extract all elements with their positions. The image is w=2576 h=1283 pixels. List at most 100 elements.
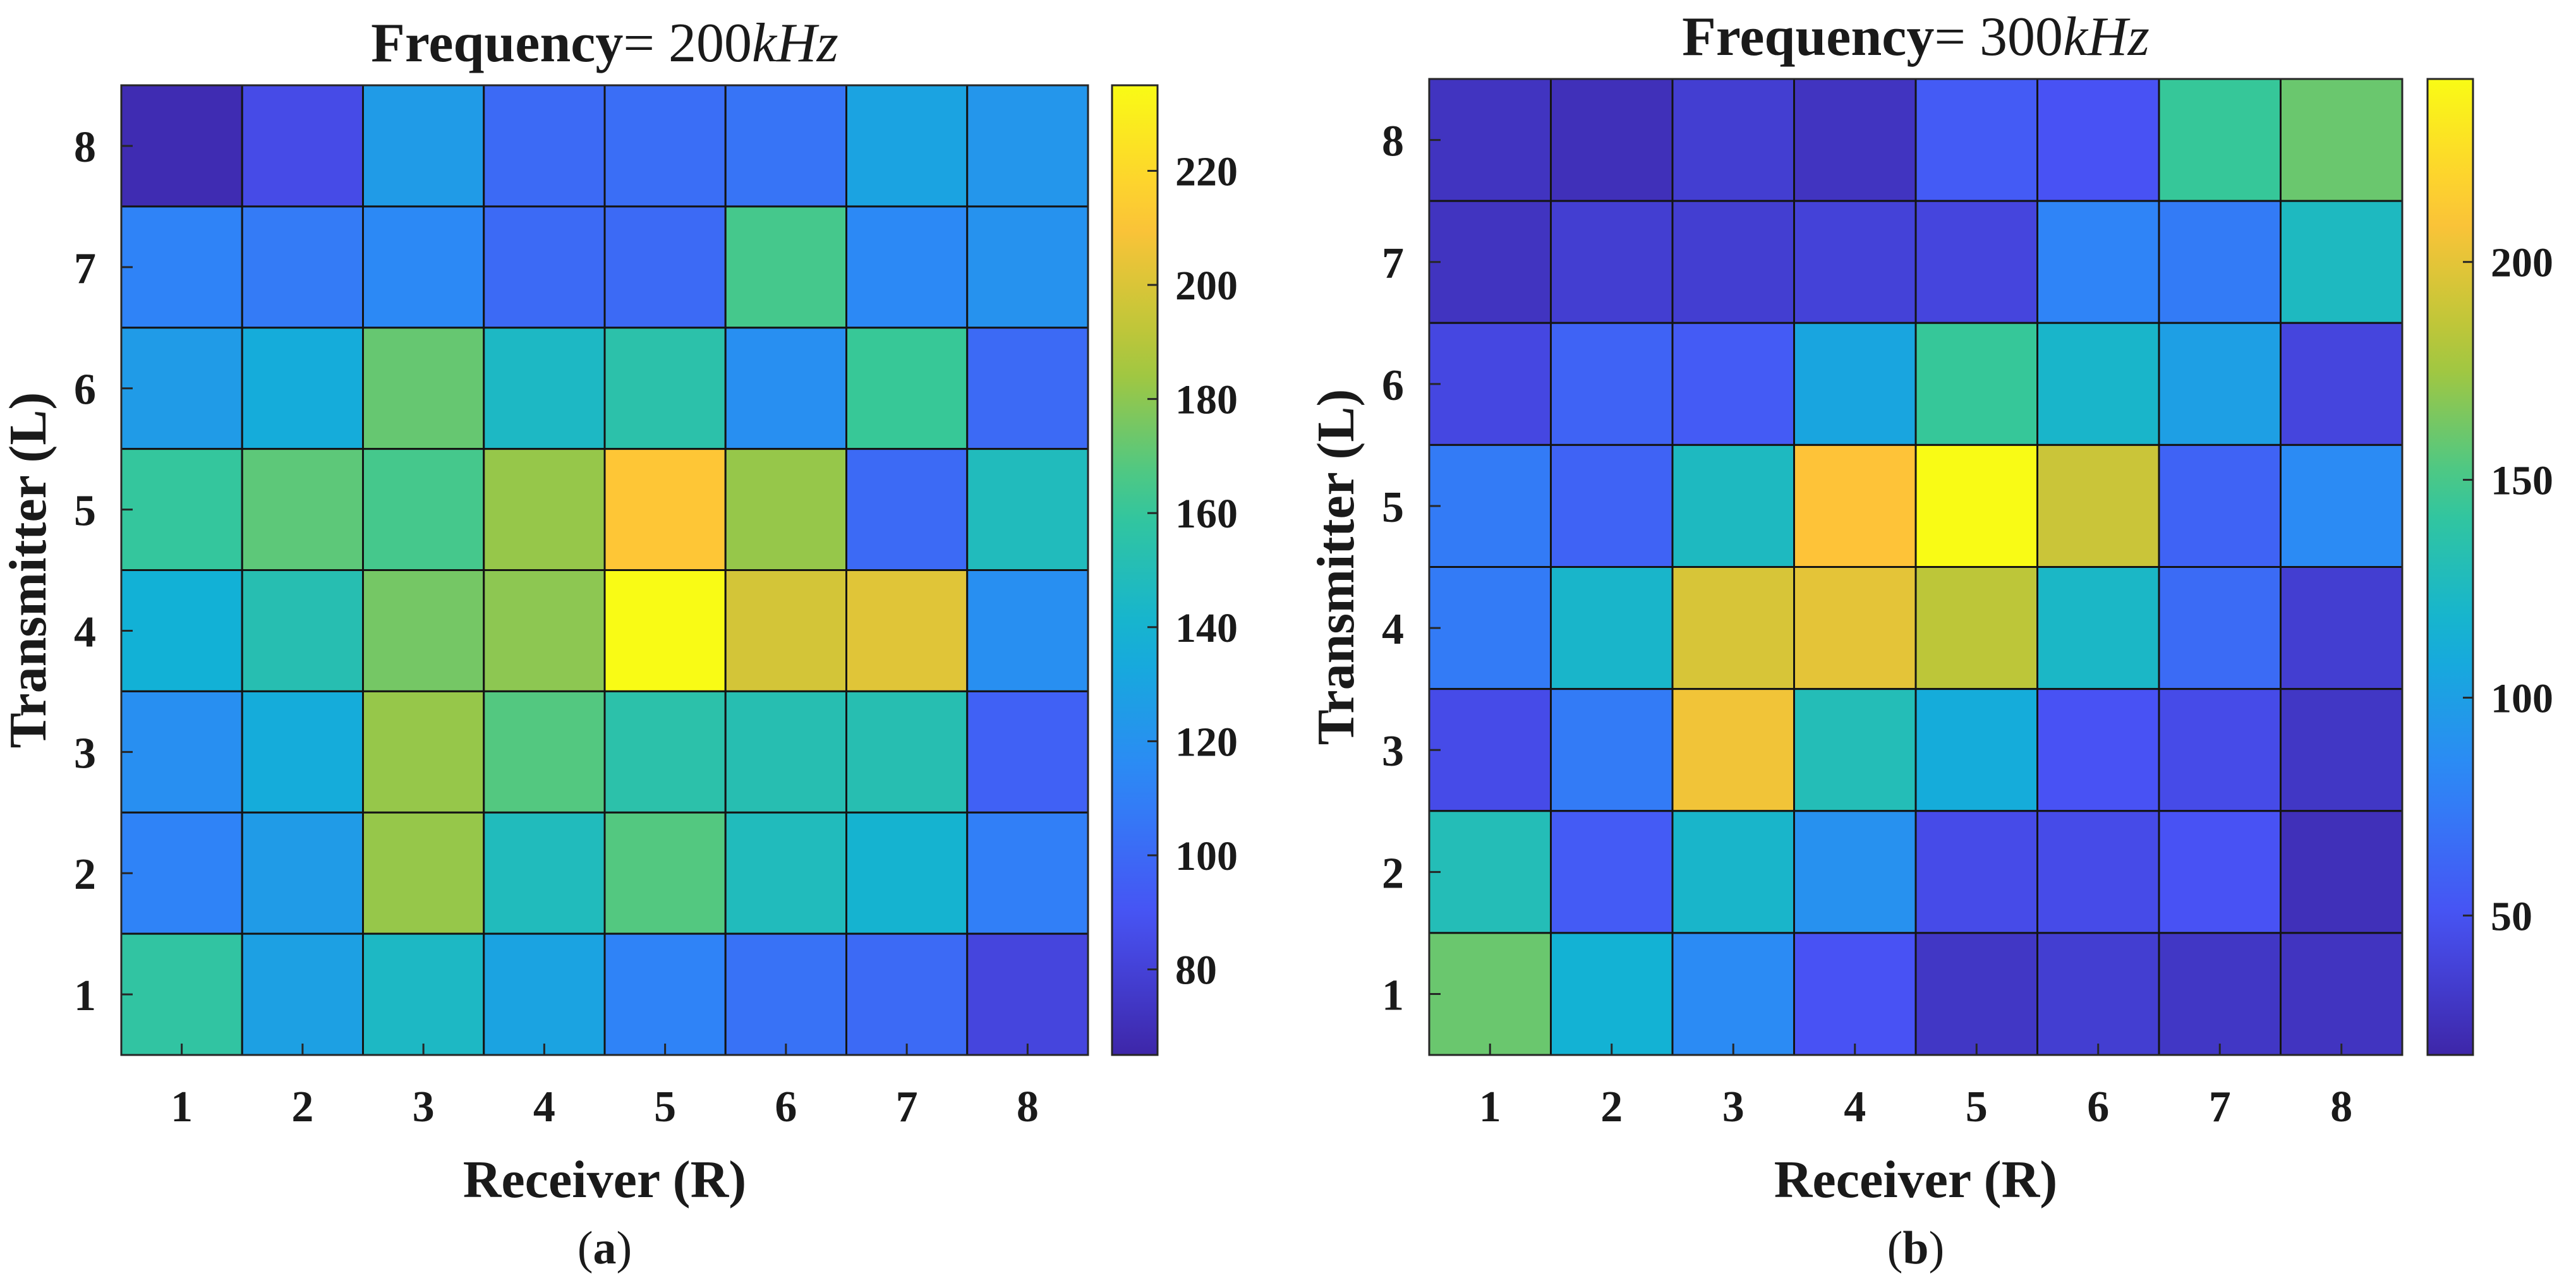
panel-label-open: (: [577, 1222, 593, 1274]
heatmap-cell-L5-R1: [1428, 443, 1552, 568]
heatmap-cell-L3-R7: [845, 690, 969, 814]
y-tick-label: 6: [1382, 361, 1404, 410]
heatmap-cell-L2-R5: [603, 811, 727, 935]
colorbar-tick-label: 160: [1175, 491, 1238, 537]
y-tick-label: 3: [74, 729, 96, 778]
heatmap-cell-L2-R7: [2158, 810, 2282, 934]
heatmap-cell-L3-R6: [2036, 688, 2160, 812]
heatmap-cell-L2-R1: [120, 811, 243, 935]
heatmap-cell-L3-R7: [2158, 688, 2282, 812]
heatmap-cell-L1-R1: [120, 932, 243, 1056]
heatmap-cell-L5-R8: [966, 448, 1089, 571]
heatmap-cell-L3-R3: [362, 690, 485, 814]
heatmap-cell-L8-R6: [2036, 78, 2160, 202]
heatmap-cell-L3-R4: [483, 690, 606, 814]
heatmap-cell-L7-R4: [483, 205, 606, 329]
heatmap-cell-L6-R3: [1671, 322, 1795, 446]
y-tick-label: 8: [1382, 117, 1404, 166]
heatmap-cell-L4-R8: [966, 569, 1089, 692]
heatmap-cell-L4-R7: [2158, 566, 2282, 690]
heatmap-cell-L2-R6: [724, 811, 847, 935]
heatmap-cell-L8-R4: [483, 84, 606, 208]
heatmap-cell-L3-R5: [1914, 688, 2038, 812]
colorbar-tick-label: 50: [2491, 893, 2532, 939]
heatmap-cell-L8-R3: [1671, 78, 1795, 202]
heatmap-cell-L4-R4: [483, 569, 606, 692]
heatmap-cell-L1-R3: [1671, 932, 1795, 1056]
heatmap-cell-L8-R2: [241, 84, 364, 208]
colorbar-tick-label: 100: [2491, 675, 2553, 721]
heatmap-cell-L7-R8: [966, 205, 1089, 329]
chart-title-value: 200: [668, 13, 752, 74]
heatmap-cell-L8-R7: [845, 84, 969, 208]
heatmap-cell-L7-R2: [1550, 200, 1674, 324]
y-tick-label: 3: [1382, 727, 1404, 776]
x-tick-label: 6: [775, 1083, 797, 1131]
heatmap-cell-L7-R1: [1428, 200, 1552, 324]
heatmap-cell-L1-R8: [2280, 932, 2404, 1056]
heatmap-cell-L6-R6: [724, 327, 847, 450]
heatmap-cell-L3-R2: [1550, 688, 1674, 812]
chart-title-text: Frequency: [1682, 6, 1934, 68]
heatmap-cell-L5-R5: [603, 448, 727, 571]
heatmap-cell-L6-R4: [1793, 322, 1917, 446]
heatmap-cell-L7-R7: [845, 205, 969, 329]
y-axis-label: Transmitter (L): [1307, 389, 1365, 745]
heatmap-cell-L7-R4: [1793, 200, 1917, 324]
x-tick-label: 5: [1966, 1083, 1988, 1131]
colorbar-tick-label: 120: [1175, 719, 1238, 765]
heatmap-cell-L3-R2: [241, 690, 364, 814]
y-tick-label: 6: [74, 366, 96, 414]
heatmap-cell-L6-R6: [2036, 322, 2160, 446]
y-tick-label: 2: [1382, 849, 1404, 898]
heatmap-cell-L7-R5: [1914, 200, 2038, 324]
heatmap-cell-L6-R3: [362, 327, 485, 450]
heatmap-cell-L4-R5: [1914, 566, 2038, 690]
chart-title-unit: kHz: [752, 13, 838, 74]
heatmap-cell-L8-R1: [1428, 78, 1552, 202]
heatmap-cell-L2-R7: [845, 811, 969, 935]
panel-label-letter: b: [1902, 1222, 1928, 1274]
heatmap-cell-L7-R3: [1671, 200, 1795, 324]
heatmap-cell-L4-R5: [603, 569, 727, 692]
y-tick-label: 4: [1382, 605, 1404, 654]
heatmap-cell-L2-R4: [483, 811, 606, 935]
y-tick-label: 7: [1382, 239, 1404, 288]
heatmap-cell-L7-R6: [2036, 200, 2160, 324]
heatmap-cell-L4-R6: [724, 569, 847, 692]
colorbar-tick-label: 140: [1175, 605, 1238, 651]
heatmap-cell-L1-R5: [1914, 932, 2038, 1056]
heatmap-cell-L8-R8: [966, 84, 1089, 208]
heatmap-cell-L5-R7: [845, 448, 969, 571]
heatmap-cell-L6-R5: [1914, 322, 2038, 446]
colorbar-tick-label: 200: [1175, 263, 1238, 309]
chart-title-unit: kHz: [2063, 6, 2150, 68]
heatmap-cell-L6-R7: [845, 327, 969, 450]
heatmap-cell-L8-R1: [120, 84, 243, 208]
colorbar-tick-label: 220: [1175, 148, 1238, 195]
heatmap-cell-L2-R8: [966, 811, 1089, 935]
panel-label-close: ): [617, 1222, 632, 1274]
heatmap-cell-L8-R8: [2280, 78, 2404, 202]
heatmap-cell-L3-R4: [1793, 688, 1917, 812]
x-tick-label: 8: [1017, 1083, 1039, 1131]
heatmap-cell-L6-R8: [2280, 322, 2404, 446]
panel-label-open: (: [1887, 1222, 1903, 1274]
chart-title-value: 300: [1980, 6, 2063, 68]
heatmap-cell-L4-R6: [2036, 566, 2160, 690]
y-tick-label: 8: [74, 123, 96, 172]
heatmap-cell-L8-R5: [1914, 78, 2038, 202]
colorbar: [2428, 79, 2473, 1055]
x-tick-label: 1: [171, 1083, 193, 1131]
colorbar-tick-label: 80: [1175, 948, 1217, 994]
heatmap-cell-L1-R5: [603, 932, 727, 1056]
heatmap-cell-L8-R4: [1793, 78, 1917, 202]
colorbar-tick-label: 200: [2491, 240, 2553, 286]
heatmap-cell-L4-R8: [2280, 566, 2404, 690]
heatmap-cell-L2-R2: [1550, 810, 1674, 934]
heatmap-cell-L2-R1: [1428, 810, 1552, 934]
heatmap-cell-L2-R3: [362, 811, 485, 935]
heatmap-cell-L5-R2: [241, 448, 364, 571]
y-tick-label: 5: [1382, 483, 1404, 532]
